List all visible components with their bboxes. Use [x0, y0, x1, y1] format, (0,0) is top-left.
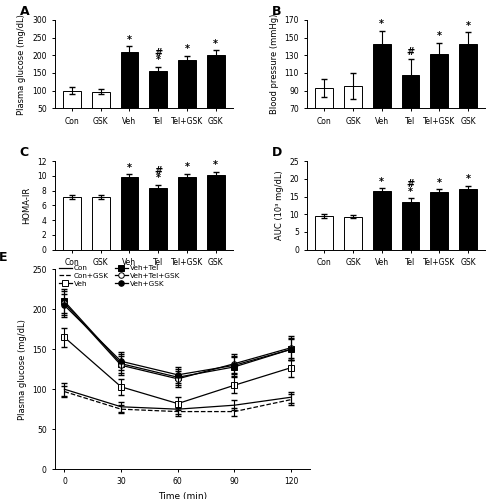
Bar [430, 53, 448, 170]
Bar [63, 197, 81, 250]
Y-axis label: Plasma glucose (mg/dL): Plasma glucose (mg/dL) [18, 319, 26, 420]
Bar [344, 86, 362, 170]
Bar [373, 44, 390, 170]
Bar [373, 191, 390, 250]
Text: *: * [184, 44, 190, 54]
Bar [63, 91, 81, 126]
Bar [316, 216, 333, 250]
Bar [402, 75, 419, 170]
Text: A: A [20, 4, 29, 17]
Text: E: E [0, 251, 8, 264]
X-axis label: Time (min): Time (min) [158, 492, 207, 499]
Bar [178, 177, 196, 250]
Text: *: * [437, 31, 442, 41]
Text: #: # [154, 48, 162, 58]
Bar [178, 59, 196, 126]
Text: *: * [437, 178, 442, 188]
Text: *: * [466, 174, 470, 184]
Text: #: # [406, 180, 414, 190]
Bar [459, 44, 477, 170]
Bar [430, 192, 448, 250]
Text: *: * [213, 161, 218, 171]
Text: *: * [213, 38, 218, 48]
Text: *: * [127, 163, 132, 173]
Y-axis label: HOMA-IR: HOMA-IR [22, 187, 32, 224]
Text: C: C [20, 146, 28, 159]
Text: *: * [380, 177, 384, 187]
Text: #: # [154, 166, 162, 176]
Bar [316, 88, 333, 170]
Legend: Con, Con+GSK, Veh, Veh+Tel, Veh+Tel+GSK, Veh+GSK: Con, Con+GSK, Veh, Veh+Tel, Veh+Tel+GSK,… [58, 265, 180, 287]
Y-axis label: Blood pressure (mmHg): Blood pressure (mmHg) [270, 14, 279, 114]
Bar [207, 54, 224, 126]
Bar [150, 189, 167, 250]
Bar [459, 190, 477, 250]
Text: D: D [272, 146, 282, 159]
Y-axis label: AUC (10³ mg/dL): AUC (10³ mg/dL) [275, 171, 284, 240]
Text: #: # [406, 47, 414, 57]
Text: *: * [156, 173, 160, 183]
Bar [344, 217, 362, 250]
Text: *: * [156, 55, 160, 65]
Text: *: * [127, 34, 132, 45]
Bar [402, 202, 419, 250]
Y-axis label: Plasma glucose (mg/dL): Plasma glucose (mg/dL) [18, 13, 26, 115]
Text: *: * [184, 162, 190, 172]
Text: *: * [380, 19, 384, 29]
Text: *: * [408, 187, 413, 197]
Text: *: * [466, 20, 470, 30]
Bar [120, 178, 138, 250]
Bar [92, 197, 110, 250]
Bar [120, 52, 138, 126]
Bar [92, 92, 110, 126]
Text: B: B [272, 4, 281, 17]
Bar [150, 71, 167, 126]
Bar [207, 175, 224, 250]
